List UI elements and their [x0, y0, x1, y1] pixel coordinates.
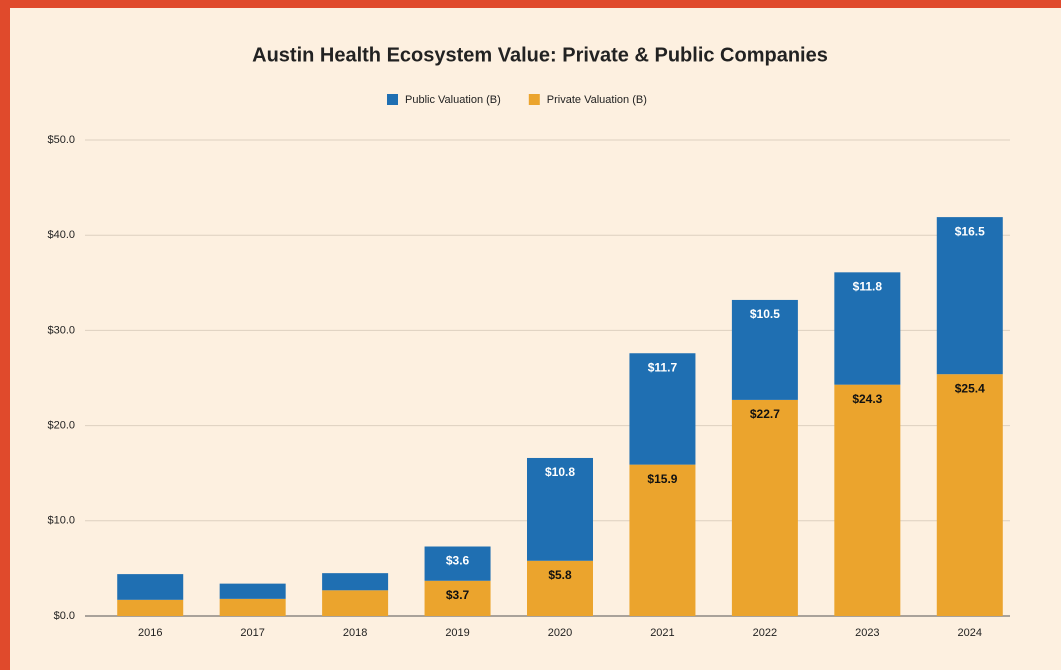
x-tick-label: 2020	[548, 627, 572, 639]
bar-segment	[322, 573, 389, 591]
data-label: $15.9	[647, 472, 677, 486]
data-label: $10.8	[545, 465, 575, 479]
y-tick-label: $50.0	[47, 134, 75, 146]
bar-segment	[834, 384, 901, 616]
data-label: $10.5	[750, 307, 780, 321]
bar-segment	[527, 560, 593, 616]
bar-segment	[731, 299, 798, 400]
y-tick-label: $40.0	[47, 229, 75, 241]
legend-label: Private Valuation (B)	[547, 94, 647, 106]
chart-title: Austin Health Ecosystem Value: Private &…	[252, 44, 828, 66]
y-tick-label: $20.0	[47, 420, 75, 432]
bar-segment	[117, 574, 184, 600]
x-tick-label: 2024	[958, 627, 982, 639]
bar-segment	[834, 272, 901, 385]
bar-segment	[117, 599, 184, 616]
bar-segment	[731, 399, 798, 616]
bar-segment	[936, 374, 1003, 616]
data-label: $11.8	[853, 279, 883, 293]
bar-segment	[936, 217, 1003, 375]
data-label: $5.8	[548, 568, 572, 582]
bar-segment	[424, 546, 491, 581]
legend-swatch	[387, 94, 398, 105]
legend-swatch	[528, 94, 540, 105]
bar-segment	[629, 353, 696, 465]
x-tick-label: 2016	[138, 627, 162, 639]
bar-segment	[219, 583, 286, 599]
legend-label: Public Valuation (B)	[405, 94, 501, 106]
y-tick-label: $0.0	[54, 610, 75, 622]
x-tick-label: 2023	[855, 627, 879, 639]
data-label: $3.7	[446, 588, 470, 602]
data-label: $22.7	[750, 407, 780, 421]
y-tick-label: $10.0	[47, 515, 75, 527]
bar-segment	[629, 464, 696, 616]
x-tick-label: 2018	[343, 627, 367, 639]
bar-segment	[424, 580, 491, 616]
x-tick-label: 2017	[240, 627, 264, 639]
data-label: $25.4	[955, 381, 985, 395]
bar-segment	[527, 457, 593, 561]
x-tick-label: 2019	[445, 627, 469, 639]
x-tick-label: 2021	[650, 627, 674, 639]
data-label: $24.3	[852, 392, 882, 406]
bar-segment	[219, 598, 286, 616]
x-tick-label: 2022	[753, 627, 777, 639]
bar-segment	[322, 590, 389, 616]
data-label: $11.7	[648, 360, 678, 374]
y-tick-label: $30.0	[47, 324, 75, 336]
data-label: $16.5	[955, 224, 985, 238]
data-label: $3.6	[446, 554, 470, 568]
